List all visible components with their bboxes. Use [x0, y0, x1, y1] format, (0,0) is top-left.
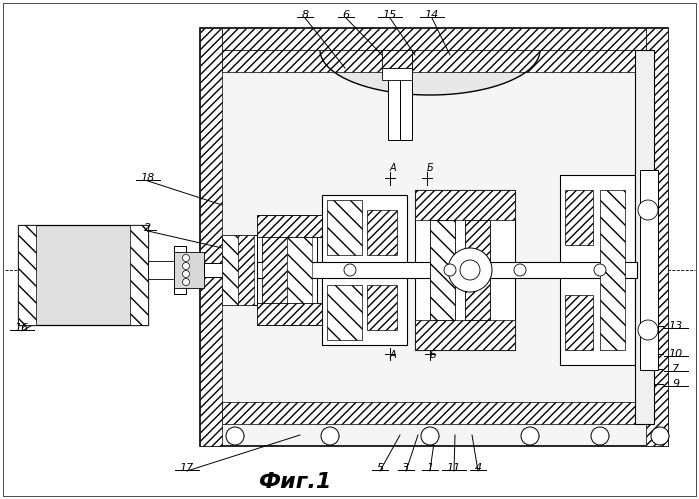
Bar: [257, 303, 322, 325]
Text: А: А: [389, 163, 396, 173]
Bar: [222, 235, 257, 305]
Bar: [262, 215, 317, 325]
Bar: [382, 50, 412, 68]
Bar: [327, 285, 362, 340]
Text: 9: 9: [672, 379, 679, 389]
Bar: [257, 215, 322, 237]
Ellipse shape: [421, 427, 439, 445]
Bar: [415, 190, 515, 220]
Text: 14: 14: [425, 10, 439, 20]
Text: 3: 3: [403, 463, 410, 473]
Bar: [367, 210, 397, 255]
Bar: [367, 285, 397, 330]
Ellipse shape: [638, 320, 658, 340]
Ellipse shape: [514, 264, 526, 276]
Bar: [635, 50, 654, 424]
Bar: [18, 225, 148, 325]
Bar: [388, 50, 400, 140]
Ellipse shape: [182, 270, 189, 277]
Bar: [204, 263, 269, 277]
Ellipse shape: [444, 264, 456, 276]
Text: 11: 11: [447, 463, 461, 473]
Ellipse shape: [182, 254, 189, 261]
Bar: [238, 235, 254, 305]
Ellipse shape: [182, 278, 189, 285]
Bar: [148, 261, 176, 279]
Text: 15: 15: [383, 10, 397, 20]
Bar: [640, 170, 658, 370]
Bar: [327, 200, 362, 255]
Text: 2: 2: [145, 223, 152, 233]
Bar: [222, 235, 238, 305]
Bar: [287, 215, 312, 325]
Text: 16: 16: [15, 323, 29, 333]
Ellipse shape: [460, 260, 480, 280]
Text: 10: 10: [669, 349, 683, 359]
Ellipse shape: [651, 427, 669, 445]
Text: 4: 4: [475, 463, 482, 473]
Bar: [560, 175, 635, 365]
Text: 8: 8: [301, 10, 308, 20]
Bar: [465, 220, 490, 320]
Bar: [600, 190, 625, 350]
Ellipse shape: [344, 264, 356, 276]
Text: 5: 5: [377, 463, 384, 473]
Bar: [222, 50, 646, 72]
Bar: [257, 262, 637, 278]
Bar: [262, 215, 287, 325]
Bar: [646, 28, 668, 446]
Bar: [565, 190, 593, 245]
Text: Б: Б: [430, 350, 436, 360]
Bar: [565, 295, 593, 350]
Bar: [174, 246, 186, 294]
Bar: [200, 28, 668, 446]
Polygon shape: [320, 50, 540, 95]
Ellipse shape: [638, 200, 658, 220]
Ellipse shape: [594, 264, 606, 276]
Bar: [415, 320, 515, 350]
Text: 7: 7: [672, 364, 679, 374]
Text: 18: 18: [141, 173, 155, 183]
Ellipse shape: [521, 427, 539, 445]
Text: 6: 6: [343, 10, 350, 20]
Text: 1: 1: [426, 463, 433, 473]
Bar: [18, 225, 36, 325]
Bar: [415, 190, 515, 350]
Ellipse shape: [321, 427, 339, 445]
Bar: [222, 28, 646, 50]
Ellipse shape: [448, 248, 492, 292]
Ellipse shape: [226, 427, 244, 445]
Bar: [322, 195, 407, 345]
Text: А: А: [389, 350, 396, 360]
Text: Б: Б: [426, 163, 433, 173]
Ellipse shape: [182, 262, 189, 269]
Text: 13: 13: [669, 321, 683, 331]
Bar: [174, 252, 204, 288]
Ellipse shape: [591, 427, 609, 445]
Bar: [222, 402, 646, 424]
Bar: [130, 225, 148, 325]
Bar: [382, 68, 412, 80]
Text: Фиг.1: Фиг.1: [259, 472, 332, 492]
Text: 17: 17: [180, 463, 194, 473]
Bar: [430, 220, 455, 320]
Bar: [400, 50, 412, 140]
Bar: [200, 28, 222, 446]
